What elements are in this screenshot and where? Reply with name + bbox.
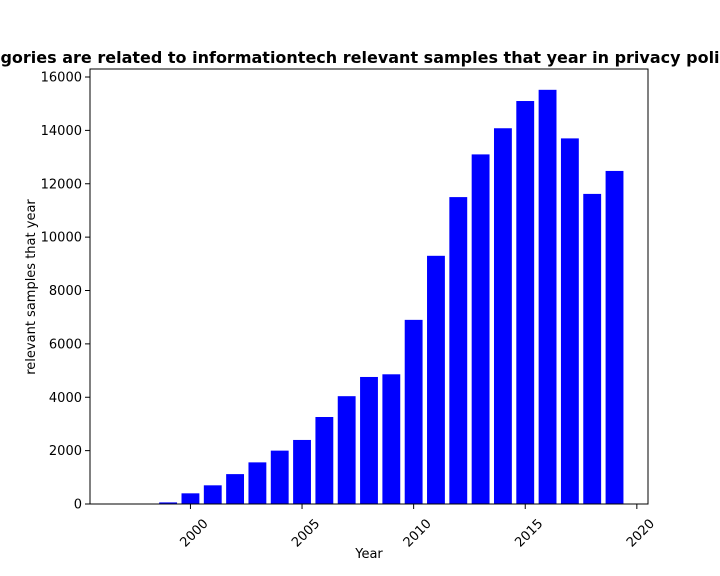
- bar-2016: [538, 89, 557, 504]
- x-axis-label: Year: [354, 547, 383, 562]
- y-tick-label-2000: 2000: [49, 444, 82, 459]
- bar-2007: [337, 396, 356, 504]
- bar-2011: [427, 255, 445, 504]
- bar-2012: [449, 197, 468, 504]
- bar-2017: [560, 138, 579, 504]
- x-tick-label-2015: 2015: [512, 516, 546, 550]
- chart-title: gories are related to informationtech re…: [0, 48, 719, 67]
- y-tick-label-0: 0: [74, 498, 82, 513]
- y-axis-label: relevant samples that year: [24, 199, 39, 375]
- y-tick-label-8000: 8000: [49, 284, 82, 299]
- plot-frame: [89, 68, 649, 505]
- bar-2009: [382, 374, 401, 504]
- x-tick-label-2010: 2010: [401, 516, 435, 550]
- y-tick-label-12000: 12000: [41, 177, 82, 192]
- bar-2004: [270, 450, 289, 504]
- x-tick-label-2005: 2005: [289, 516, 323, 550]
- y-tick-label-14000: 14000: [41, 124, 82, 139]
- x-tick-label-2000: 2000: [178, 516, 212, 550]
- bar-2014: [493, 128, 512, 504]
- bar-2001: [203, 485, 222, 504]
- bar-2008: [360, 376, 378, 504]
- y-axis: 0 2000 4000 6000 8000 10000 12000 14000 16000: [41, 71, 90, 513]
- bar-2005: [293, 439, 311, 504]
- y-tick-label-10000: 10000: [41, 231, 82, 246]
- bar-2003: [248, 462, 267, 504]
- bar-2013: [471, 154, 490, 504]
- bars-group: [159, 89, 624, 505]
- bar-2019: [605, 170, 624, 504]
- bar-2000: [181, 493, 200, 504]
- bar-2002: [226, 474, 245, 504]
- y-tick-label-4000: 4000: [49, 391, 82, 406]
- x-tick-label-2020: 2020: [624, 516, 658, 550]
- bar-2006: [315, 417, 334, 504]
- x-axis: 2000 2005 2010 2015 2020: [178, 504, 658, 551]
- bar-1999: [159, 502, 178, 504]
- y-tick-label-6000: 6000: [49, 337, 82, 352]
- bar-2015: [516, 101, 535, 505]
- bar-2010: [404, 319, 423, 504]
- y-tick-label-16000: 16000: [41, 71, 82, 86]
- bar-2018: [583, 193, 602, 504]
